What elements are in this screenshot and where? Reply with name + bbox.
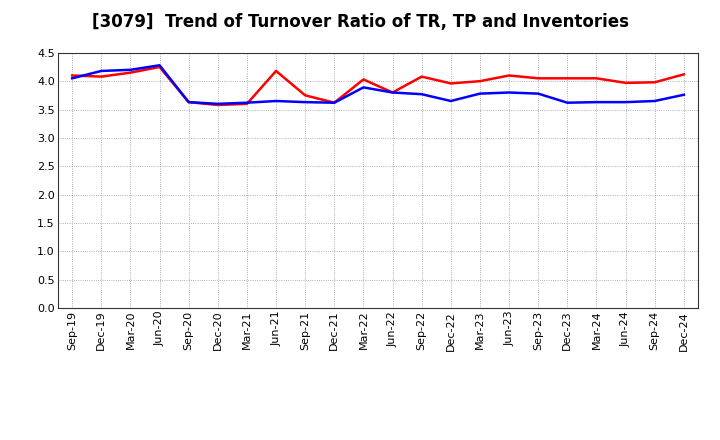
Trade Payables (650, 99, 659, 104)
Trade Payables (301, 99, 310, 105)
Trade Receivables (388, 90, 397, 95)
Trade Receivables (446, 81, 455, 86)
Trade Payables (446, 99, 455, 104)
Trade Receivables (621, 80, 630, 85)
Trade Receivables (418, 74, 426, 79)
Trade Receivables (592, 76, 600, 81)
Trade Payables (243, 100, 251, 105)
Trade Payables (126, 67, 135, 73)
Trade Payables (534, 91, 543, 96)
Trade Receivables (243, 101, 251, 106)
Trade Receivables (505, 73, 513, 78)
Trade Receivables (271, 68, 280, 73)
Trade Payables (271, 99, 280, 104)
Trade Payables (184, 99, 193, 105)
Trade Payables (68, 76, 76, 81)
Trade Receivables (680, 72, 688, 77)
Text: [3079]  Trend of Turnover Ratio of TR, TP and Inventories: [3079] Trend of Turnover Ratio of TR, TP… (91, 13, 629, 31)
Trade Receivables (534, 76, 543, 81)
Trade Payables (505, 90, 513, 95)
Trade Payables (476, 91, 485, 96)
Trade Receivables (184, 99, 193, 105)
Trade Receivables (68, 73, 76, 78)
Trade Receivables (301, 93, 310, 98)
Trade Receivables (330, 100, 338, 105)
Trade Payables (156, 62, 164, 68)
Trade Payables (97, 68, 106, 73)
Trade Payables (213, 101, 222, 106)
Trade Receivables (126, 70, 135, 75)
Trade Receivables (359, 77, 368, 82)
Line: Trade Receivables: Trade Receivables (72, 67, 684, 105)
Trade Payables (563, 100, 572, 105)
Trade Payables (330, 100, 338, 105)
Trade Payables (592, 99, 600, 105)
Trade Payables (621, 99, 630, 105)
Trade Receivables (476, 78, 485, 84)
Trade Receivables (156, 64, 164, 70)
Trade Receivables (650, 80, 659, 85)
Trade Payables (418, 92, 426, 97)
Trade Receivables (563, 76, 572, 81)
Trade Payables (359, 85, 368, 90)
Trade Receivables (97, 74, 106, 79)
Trade Payables (388, 90, 397, 95)
Line: Trade Payables: Trade Payables (72, 65, 684, 104)
Trade Receivables (213, 103, 222, 108)
Trade Payables (680, 92, 688, 97)
